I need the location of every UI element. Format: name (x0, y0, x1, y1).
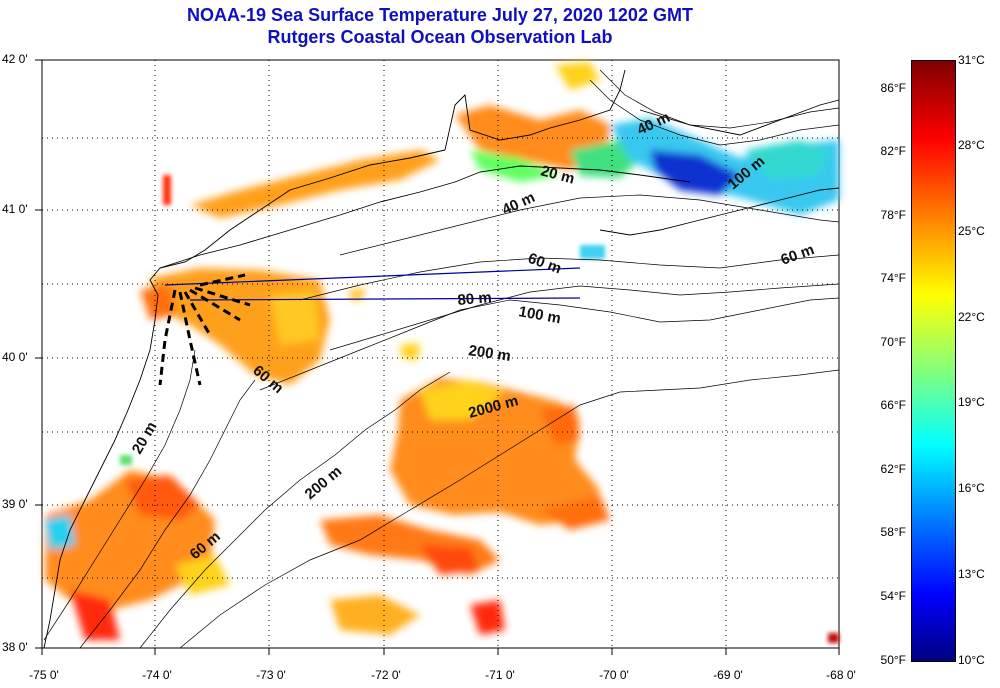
colorbar-f-label: 70°F (880, 335, 906, 349)
lon-label: -72 0' (371, 668, 401, 682)
colorbar-c-label: 22°C (958, 310, 985, 324)
colorbar-f-label: 62°F (880, 462, 906, 476)
lon-label: -75 0' (29, 668, 59, 682)
colorbar-c-label: 19°C (958, 395, 985, 409)
colorbar-f-label: 66°F (880, 398, 906, 412)
coastline (43, 69, 840, 649)
colorbar-f-label: 86°F (880, 81, 906, 95)
colorbar-f-label: 74°F (880, 271, 906, 285)
axis-ticks (35, 59, 840, 655)
lat-label: 41 0' (2, 202, 28, 216)
colorbar-c-label: 31°C (958, 53, 985, 67)
colorbar-f-label: 58°F (880, 525, 906, 539)
lon-label: -71 0' (485, 668, 515, 682)
map-subtitle: Rutgers Coastal Ocean Observation Lab (267, 27, 613, 47)
lon-label: -74 0' (142, 668, 172, 682)
colorbar-c-label: 25°C (958, 224, 985, 238)
colorbar-f-label: 50°F (880, 653, 906, 667)
lat-label: 42 0' (2, 52, 28, 66)
colorbar-c-label: 13°C (958, 567, 985, 581)
depth-label: 200 m (467, 342, 511, 365)
gridlines (42, 60, 839, 648)
colorbar-c-label: 10°C (958, 653, 985, 667)
lat-label: 39 0' (2, 497, 28, 511)
lon-label: -73 0' (256, 668, 286, 682)
depth-label: 80 m (457, 289, 493, 309)
colorbar-f-label: 78°F (880, 208, 906, 222)
colorbar-f-label: 82°F (880, 144, 906, 158)
bathymetry-contours (43, 69, 840, 649)
lat-label: 38 0' (2, 640, 28, 654)
lon-label: -68 0' (826, 668, 856, 682)
transect-lines (158, 267, 581, 386)
lon-label: -69 0' (713, 668, 743, 682)
map-title: NOAA-19 Sea Surface Temperature July 27,… (187, 5, 693, 25)
temperature-colorbar (911, 60, 956, 662)
colorbar-c-label: 16°C (958, 481, 985, 495)
colorbar-f-label: 54°F (880, 589, 906, 603)
colorbar-c-label: 28°C (958, 138, 985, 152)
lat-label: 40 0' (2, 350, 28, 364)
lon-label: -70 0' (599, 668, 629, 682)
